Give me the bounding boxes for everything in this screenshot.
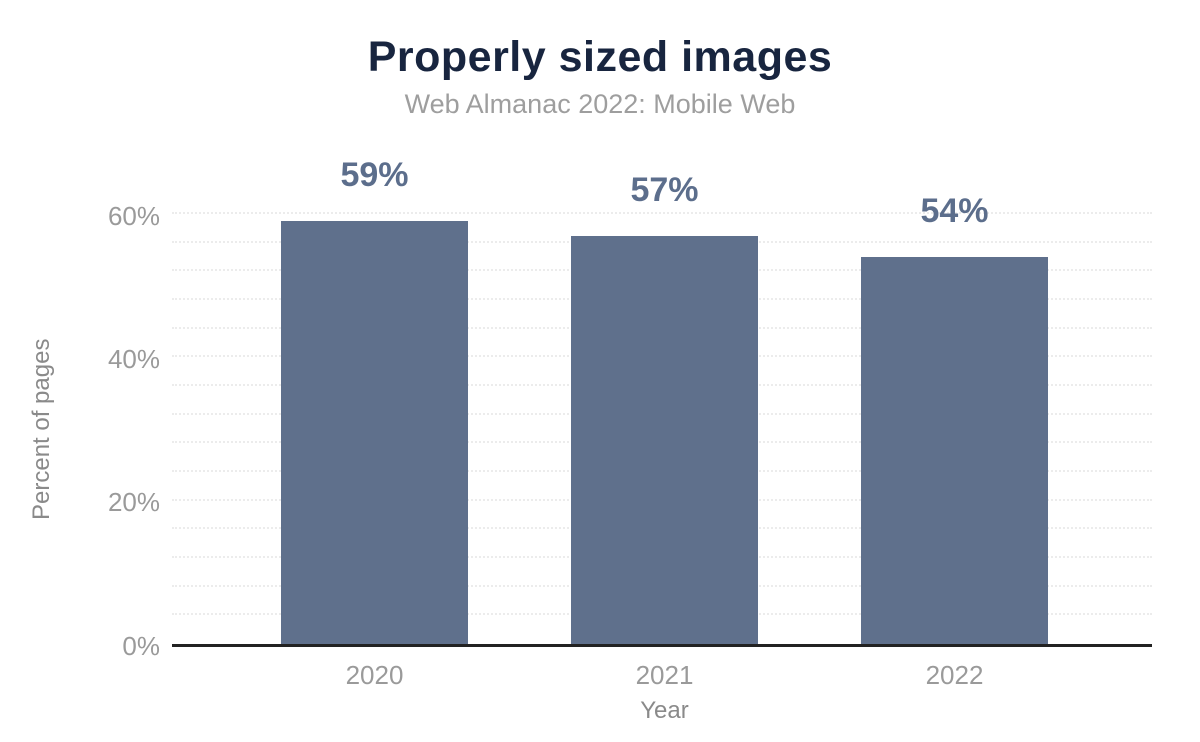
- y-tick-60pct: 60%: [107, 200, 160, 231]
- bar-value-label-2021: 57%: [630, 170, 699, 209]
- bar-value-label-2020: 59%: [340, 156, 409, 195]
- plot-area: 59% 57% 54%: [172, 156, 1152, 647]
- y-tick-0pct: 0%: [122, 630, 160, 661]
- bar-value-label-2022: 54%: [920, 192, 989, 230]
- bar-2020: [281, 221, 468, 644]
- x-category-2022: 2022: [925, 660, 984, 690]
- gridline-60pct: [172, 212, 1152, 214]
- bar-2022: [861, 257, 1048, 644]
- chart-subtitle: Web Almanac 2022: Mobile Web: [404, 89, 796, 119]
- x-category-2020: 2020: [345, 660, 404, 690]
- y-axis-title: Percent of pages: [28, 338, 55, 520]
- x-axis-title: Year: [640, 697, 689, 724]
- y-tick-40pct: 40%: [107, 343, 160, 374]
- chart-title: Properly sized images: [367, 33, 833, 81]
- x-category-2021: 2021: [635, 660, 694, 690]
- bar-2021: [571, 235, 758, 644]
- y-tick-20pct: 20%: [107, 487, 160, 518]
